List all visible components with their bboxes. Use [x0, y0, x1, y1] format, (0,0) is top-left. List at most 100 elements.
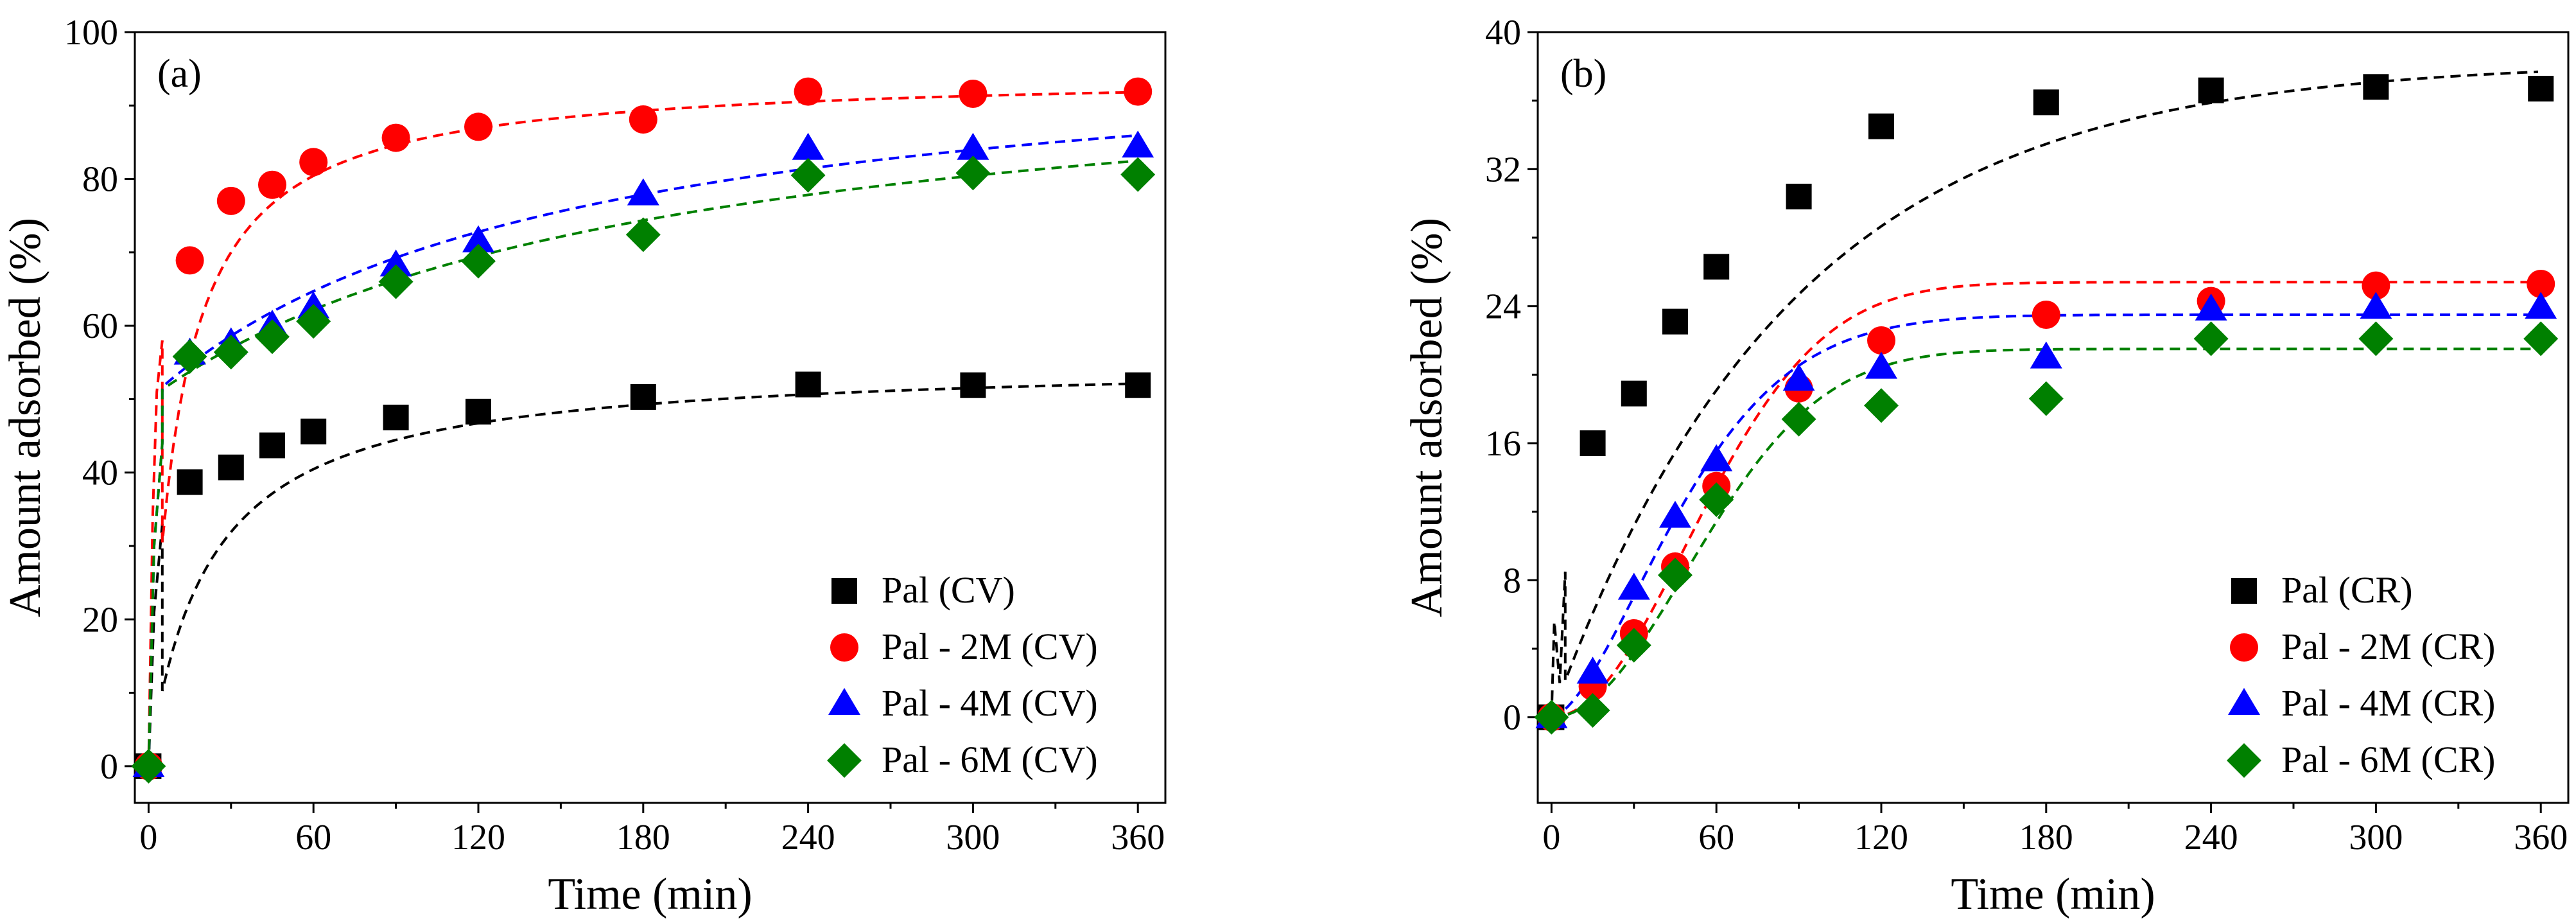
- data-point-series-1: [2363, 74, 2389, 100]
- legend-label: Pal - 6M (CV): [882, 739, 1098, 780]
- legend-label: Pal (CV): [882, 569, 1015, 611]
- data-point-series-4: [1534, 699, 1569, 735]
- data-point-series-4: [1120, 157, 1156, 192]
- data-point-series-2: [464, 112, 492, 141]
- y-tick-label: 60: [82, 306, 118, 346]
- data-point-series-4: [1575, 693, 1610, 728]
- data-point-series-4: [213, 335, 248, 370]
- legend-label: Pal - 4M (CV): [882, 682, 1098, 724]
- plot-frame: [1536, 31, 2570, 804]
- data-point-series-1: [300, 418, 327, 444]
- y-tick-label: 32: [1485, 150, 1521, 189]
- data-point-series-1: [177, 469, 203, 495]
- data-point-series-4: [172, 339, 207, 374]
- y-tick-label: 0: [1503, 698, 1521, 738]
- data-point-series-1: [1621, 380, 1647, 407]
- legend-marker: [831, 578, 857, 604]
- data-point-series-4: [461, 243, 496, 279]
- data-point-series-3: [379, 249, 412, 277]
- data-point-series-3: [627, 178, 659, 206]
- data-point-series-2: [2362, 271, 2390, 300]
- x-tick-label: 180: [2019, 818, 2073, 857]
- y-tick-label: 20: [82, 600, 118, 640]
- data-point-series-4: [378, 264, 413, 299]
- x-tick-label: 360: [2514, 818, 2568, 857]
- data-point-series-1: [466, 398, 491, 425]
- data-point-series-1: [2198, 77, 2224, 103]
- data-point-series-1: [218, 454, 244, 480]
- data-point-series-3: [1865, 351, 1897, 379]
- data-point-series-1: [2528, 76, 2554, 101]
- data-point-series-4: [1616, 628, 1651, 663]
- x-tick-label: 120: [1854, 818, 1908, 857]
- data-point-series-3: [1659, 500, 1691, 528]
- data-point-series-3: [1782, 364, 1815, 391]
- y-tick-label: 0: [100, 747, 118, 787]
- panel-label: (b): [1560, 52, 1606, 96]
- data-point-series-2: [216, 186, 245, 215]
- data-point-series-4: [1658, 558, 1693, 593]
- legend-label: Pal - 2M (CV): [882, 626, 1098, 667]
- y-tick-label: 80: [82, 160, 118, 200]
- legend-label: Pal (CR): [2281, 569, 2413, 611]
- x-tick-label: 300: [946, 818, 1000, 857]
- data-point-series-4: [2193, 321, 2229, 356]
- data-point-series-2: [175, 246, 204, 275]
- y-tick-label: 40: [1485, 13, 1521, 53]
- legend-marker: [2228, 688, 2260, 715]
- y-tick-label: 40: [82, 453, 118, 493]
- data-point-series-4: [1781, 401, 1816, 437]
- data-point-series-1: [1868, 113, 1894, 139]
- x-tick-label: 120: [451, 818, 505, 857]
- data-point-series-1: [259, 432, 285, 459]
- data-point-series-1: [1125, 372, 1151, 398]
- data-point-series-3: [462, 225, 494, 252]
- legend-marker: [2230, 633, 2258, 662]
- data-point-series-3: [2525, 292, 2557, 319]
- data-point-series-2: [629, 105, 657, 134]
- y-tick-label: 100: [64, 13, 118, 53]
- legend-marker: [827, 743, 862, 778]
- legend-marker: [2231, 578, 2257, 604]
- data-point-series-1: [1580, 430, 1606, 456]
- data-point-series-3: [1700, 444, 1733, 471]
- x-tick-label: 60: [1698, 818, 1734, 857]
- data-point-series-4: [2358, 321, 2394, 356]
- x-tick-label: 240: [2184, 818, 2238, 857]
- data-point-series-2: [1867, 326, 1895, 355]
- data-point-series-3: [1617, 572, 1650, 600]
- x-tick-label: 0: [139, 818, 157, 857]
- legend-label: Pal - 4M (CR): [2281, 682, 2496, 724]
- data-point-series-4: [296, 304, 331, 339]
- legend-marker: [830, 633, 858, 662]
- data-point-series-2: [381, 123, 410, 152]
- data-point-series-1: [2033, 89, 2059, 116]
- x-tick-label: 360: [1111, 818, 1165, 857]
- x-tick-label: 0: [1542, 818, 1560, 857]
- panel-label: (a): [157, 52, 202, 96]
- data-point-series-4: [625, 217, 661, 252]
- data-point-series-4: [790, 157, 826, 193]
- data-point-series-3: [2030, 341, 2062, 369]
- data-point-series-3: [1122, 130, 1154, 158]
- data-point-series-3: [957, 132, 989, 160]
- chart-panel-b: 0 60 120 180 240 300 360 0 8 16 24 32 40 Time (min) Am…: [1402, 13, 2570, 919]
- legend-label: Pal - 2M (CR): [2281, 626, 2496, 667]
- data-point-series-2: [2032, 301, 2060, 329]
- x-axis-title: Time (min): [1951, 870, 2155, 919]
- data-point-series-4: [131, 748, 166, 784]
- data-point-series-4: [1864, 388, 1899, 423]
- data-point-series-2: [959, 80, 988, 108]
- y-axis-title: Amount adsorbed (%): [1, 218, 50, 617]
- data-point-series-1: [1662, 308, 1688, 335]
- data-point-series-3: [2195, 294, 2227, 321]
- legend-label: Pal - 6M (CR): [2281, 739, 2496, 780]
- legend-marker: [2227, 743, 2261, 778]
- fit-curve-4: [147, 159, 1136, 766]
- y-axis-title: Amount adsorbed (%): [1402, 218, 1452, 617]
- x-tick-label: 300: [2349, 818, 2403, 857]
- data-point-series-1: [1786, 184, 1812, 209]
- data-point-series-4: [1699, 482, 1734, 517]
- data-point-series-4: [2028, 381, 2064, 416]
